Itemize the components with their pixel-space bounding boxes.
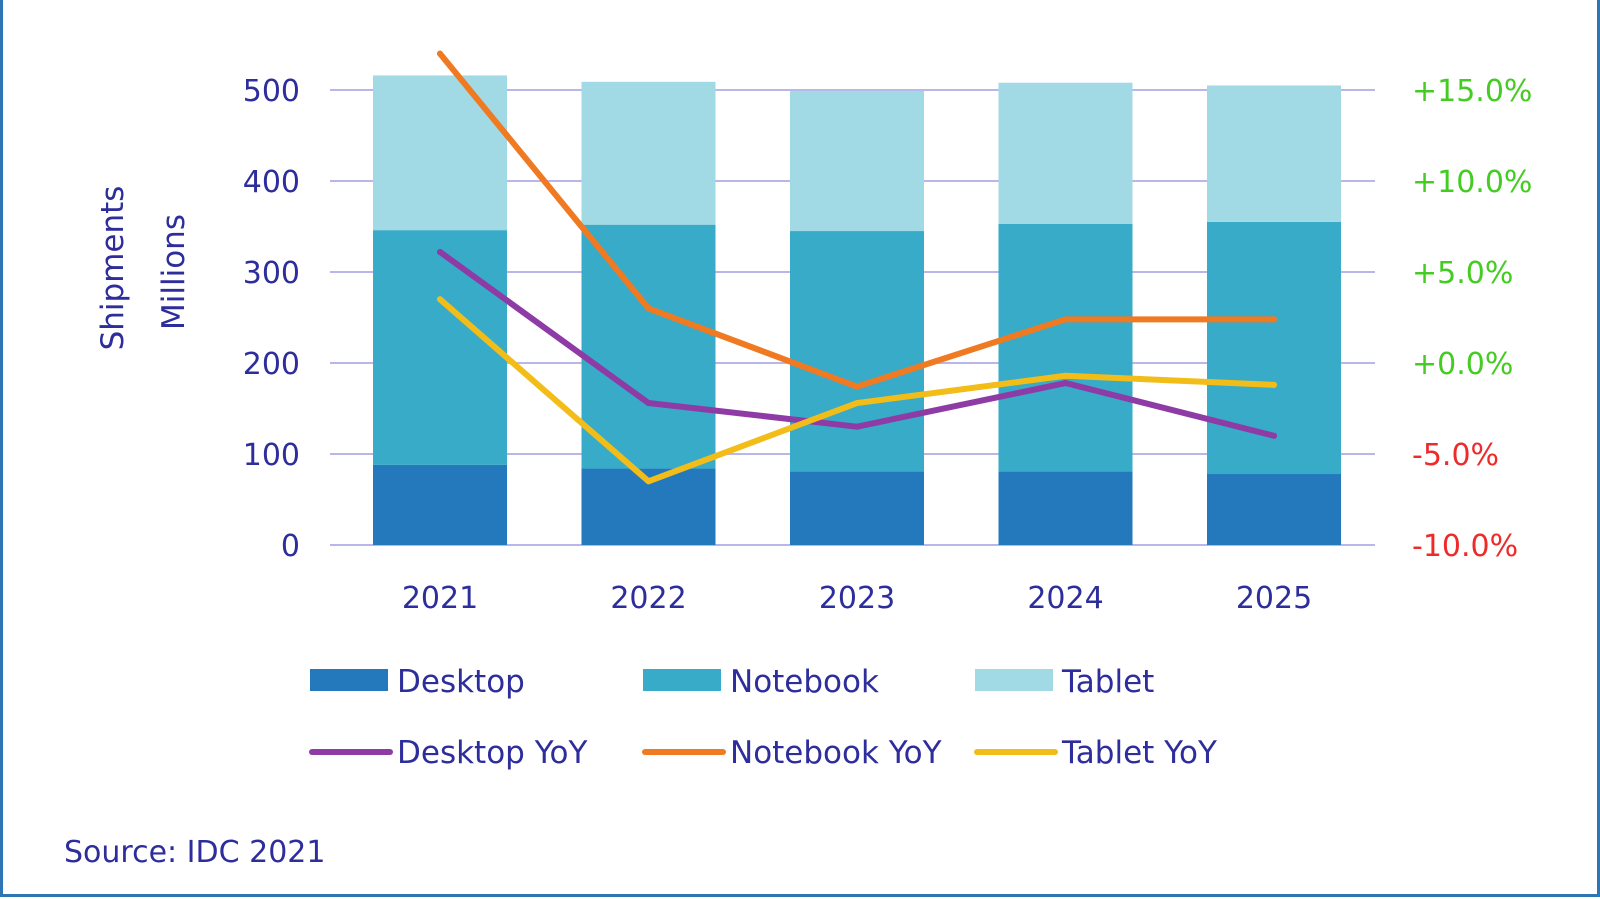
line-point [1271,316,1277,323]
y-axis-title-line-2: Millions [156,214,192,330]
legend: Desktop Notebook Tablet Desktop YoY Notebook… [309,664,1217,771]
y-tick-label: 400 [243,165,300,200]
bar-tablet [581,81,716,225]
line-point [1062,380,1069,387]
source-note: Source: IDC 2021 [64,835,325,870]
legend-label: Tablet YoY [1061,735,1217,771]
line-point [1271,432,1277,439]
line-point [437,50,443,57]
legend-swatch-tablet [975,669,1053,691]
legend-label: Notebook [730,664,879,700]
bar-tablet [1207,85,1341,222]
legend-swatch-desktop [310,669,388,691]
x-tick-label: 2022 [610,581,686,616]
y2-tick-label: +15.0% [1412,74,1532,109]
legend-label: Desktop YoY [397,735,587,771]
y-tick-label: 500 [243,74,300,109]
y-tick-label: 100 [243,438,300,473]
y-tick-label: 200 [243,347,300,382]
bar-tablet [998,82,1133,224]
bar-notebook [581,224,716,469]
y2-tick-label: +10.0% [1412,165,1532,200]
x-tick-label: 2023 [819,581,895,616]
line-point [854,400,860,407]
line-point [1271,381,1277,388]
line-point [645,305,652,312]
bar-desktop [998,471,1133,545]
legend-label: Notebook YoY [730,735,942,771]
bar-desktop [790,471,924,545]
x-tick-label: 2021 [402,581,478,616]
bar-desktop [373,464,507,545]
bars [373,75,1341,545]
line-point [437,296,443,303]
line-point [1062,372,1069,379]
y-tick-label: 300 [243,256,300,291]
line-point [645,400,652,407]
legend-swatch-notebook [643,669,721,691]
yoy-lines [437,50,1277,485]
line-point [854,423,860,430]
y2-tick-label: +5.0% [1412,256,1513,291]
y-axis-title-line-1: Shipments [95,186,131,351]
x-tick-label: 2024 [1027,581,1103,616]
bar-notebook [998,223,1133,472]
line-point [437,248,443,255]
bar-tablet [373,75,507,231]
y2-tick-label: +0.0% [1412,347,1513,382]
legend-label: Desktop [397,664,525,700]
bar-notebook [790,231,924,472]
bar-tablet [790,90,924,232]
bar-desktop [1207,474,1341,545]
bar-notebook [1207,221,1341,475]
line-point [1062,316,1069,323]
bar-notebook [373,230,507,465]
x-tick-label: 2025 [1236,581,1312,616]
legend-label: Tablet [1061,664,1154,700]
y-tick-label: 0 [281,529,300,564]
y2-tick-label: -10.0% [1412,529,1518,564]
line-point [854,383,860,390]
line-point [645,478,652,485]
y2-tick-label: -5.0% [1412,438,1499,473]
ticks: 0 100 200 300 400 500 -10.0% -5.0% +0.0% +5.0% +10… [243,74,1533,616]
